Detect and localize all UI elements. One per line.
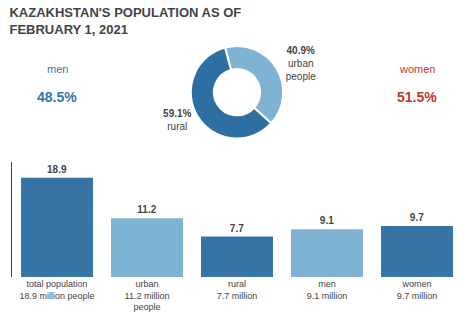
svg-text:11.2: 11.2 (137, 204, 156, 215)
svg-text:women9.7 million: women9.7 million (397, 279, 438, 301)
svg-text:9.1: 9.1 (320, 215, 334, 226)
svg-text:KAZAKHSTAN'S POPULATION AS OFF: KAZAKHSTAN'S POPULATION AS OFFEBRUARY 1,… (9, 5, 241, 37)
svg-text:51.5%: 51.5% (397, 89, 437, 105)
svg-text:9.7: 9.7 (410, 212, 424, 223)
svg-text:women: women (399, 63, 435, 75)
svg-text:rural7.7 million: rural7.7 million (217, 279, 258, 301)
svg-text:59.1%rural: 59.1%rural (163, 108, 191, 132)
svg-text:men: men (47, 63, 68, 75)
svg-text:7.7: 7.7 (230, 223, 244, 234)
svg-text:48.5%: 48.5% (37, 89, 77, 105)
svg-text:18.9: 18.9 (47, 164, 67, 175)
svg-text:total population18.9 million p: total population18.9 million people (19, 279, 94, 301)
svg-text:urban11.2 millionpeople: urban11.2 millionpeople (125, 279, 170, 312)
svg-text:men9.1 million: men9.1 million (307, 279, 348, 301)
svg-text:40.9%urbanpeople: 40.9%urbanpeople (286, 45, 316, 82)
